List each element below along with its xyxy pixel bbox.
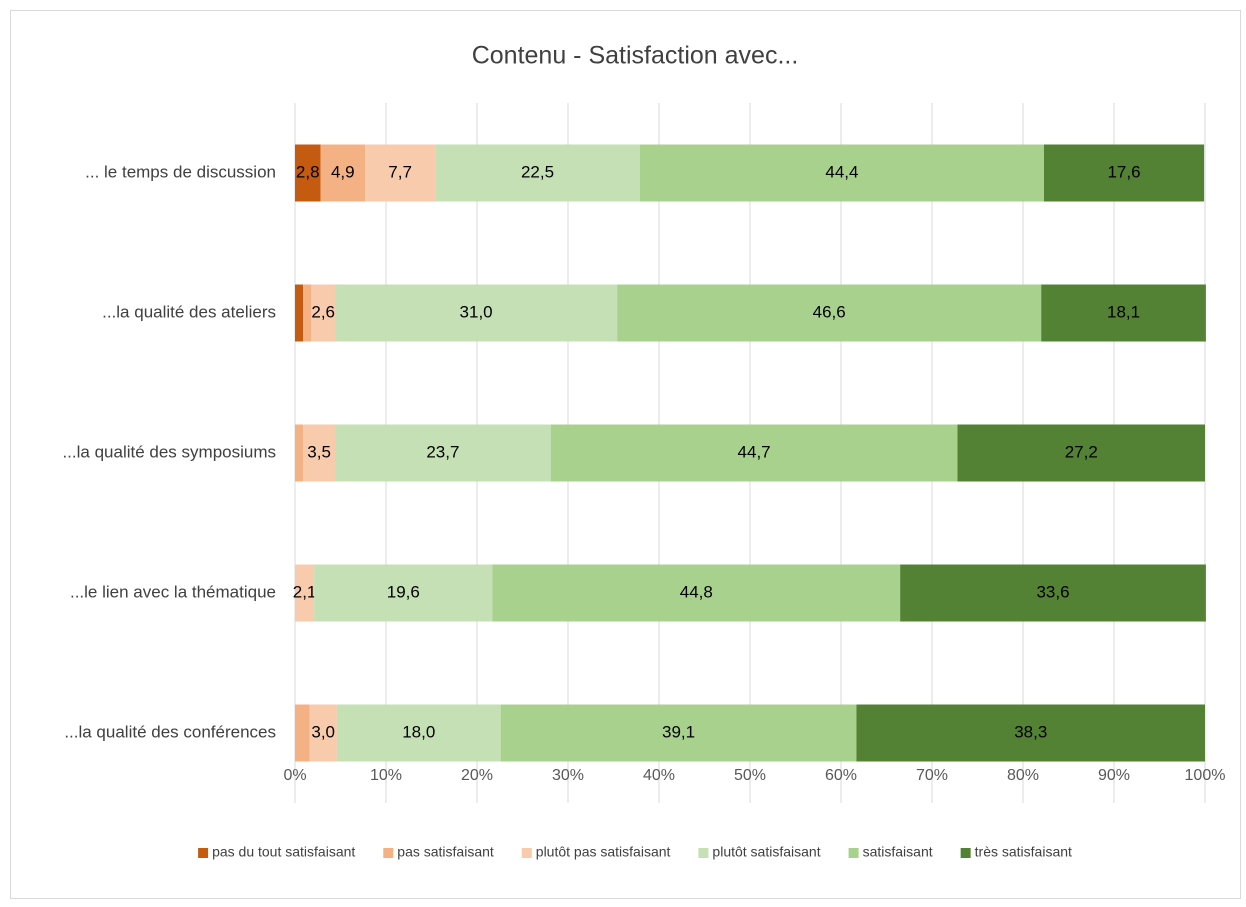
legend-swatch <box>698 848 709 858</box>
bar-segment <box>295 284 304 342</box>
data-label: 2,6 <box>311 302 335 321</box>
legend-item: satisfaisant <box>848 844 933 860</box>
data-label: 44,8 <box>680 582 713 601</box>
bar-segment <box>309 704 337 762</box>
bar-segment <box>314 564 493 622</box>
legend-item: très satisfaisant <box>960 844 1072 860</box>
bar-segment <box>617 284 1042 342</box>
data-label: 3,5 <box>307 442 331 461</box>
data-label: 38,3 <box>1014 722 1047 741</box>
x-tick-label: 30% <box>552 767 584 784</box>
legend-label: plutôt satisfaisant <box>712 844 820 860</box>
bar-segment <box>435 144 640 202</box>
data-label: 18,0 <box>402 722 435 741</box>
bar-segment <box>303 424 336 482</box>
legend-label: pas satisfaisant <box>397 844 494 860</box>
data-label: 33,6 <box>1036 582 1069 601</box>
bar-segment <box>639 144 1044 202</box>
legend-swatch <box>848 848 859 858</box>
legend-label: plutôt pas satisfaisant <box>536 844 671 860</box>
data-label: 19,6 <box>387 582 420 601</box>
data-label: 44,7 <box>738 442 771 461</box>
x-tick-label: 100% <box>1185 767 1226 784</box>
legend-swatch <box>521 848 532 858</box>
data-label: 44,4 <box>825 162 858 181</box>
data-label: 17,6 <box>1107 162 1140 181</box>
legend-item: plutôt satisfaisant <box>698 844 821 860</box>
legend-swatch <box>960 848 971 858</box>
bar-segment <box>1043 144 1205 202</box>
bar-segment <box>335 284 618 342</box>
bar-segment <box>492 564 901 622</box>
data-label: 23,7 <box>426 442 459 461</box>
data-label: 4,9 <box>331 162 355 181</box>
bar-segment <box>957 424 1205 482</box>
legend-swatch <box>198 848 209 858</box>
bar-segment <box>295 144 321 202</box>
y-tick-label: ... le temps de discussion <box>85 162 276 181</box>
bar-segment <box>550 424 958 482</box>
data-label: 3,0 <box>311 722 335 741</box>
x-tick-label: 10% <box>370 767 402 784</box>
data-label: 39,1 <box>662 722 695 741</box>
data-label: 27,2 <box>1065 442 1098 461</box>
x-tick-label: 40% <box>643 767 675 784</box>
data-label: 2,8 <box>296 162 320 181</box>
bar-segment <box>900 564 1206 622</box>
data-label: 2,1 <box>293 582 317 601</box>
y-tick-label: ...la qualité des symposiums <box>62 442 276 461</box>
legend-label: pas du tout satisfaisant <box>212 844 355 860</box>
legend-item: plutôt pas satisfaisant <box>521 844 671 860</box>
bar-segment <box>336 704 501 762</box>
data-label: 46,6 <box>813 302 846 321</box>
bar-segment <box>295 424 304 482</box>
bar-segment <box>1041 284 1206 342</box>
x-tick-label: 80% <box>1007 767 1039 784</box>
legend-label: satisfaisant <box>863 844 933 860</box>
bar-segment <box>311 284 336 342</box>
x-tick-label: 90% <box>1098 767 1130 784</box>
legend-label: très satisfaisant <box>975 844 1072 860</box>
data-label: 22,5 <box>521 162 554 181</box>
y-tick-label: ...la qualité des ateliers <box>102 302 276 321</box>
data-label: 31,0 <box>460 302 493 321</box>
y-tick-label: ...la qualité des conférences <box>64 722 276 741</box>
x-tick-label: 20% <box>461 767 493 784</box>
bar-segment <box>303 284 312 342</box>
x-tick-label: 0% <box>283 767 306 784</box>
bar-segment <box>295 704 310 762</box>
bar-segment <box>365 144 436 202</box>
x-tick-label: 70% <box>916 767 948 784</box>
data-label: 18,1 <box>1107 302 1140 321</box>
bar-segment <box>856 704 1205 762</box>
legend-item: pas du tout satisfaisant <box>198 844 355 860</box>
chart-title: Contenu - Satisfaction avec... <box>472 42 799 70</box>
bar-segment <box>295 564 315 622</box>
x-tick-label: 50% <box>734 767 766 784</box>
bar-segment <box>335 424 551 482</box>
data-label: 7,7 <box>388 162 412 181</box>
y-tick-label: ...le lien avec la thématique <box>70 582 276 601</box>
bar-segment <box>320 144 366 202</box>
legend-swatch <box>383 848 394 858</box>
x-tick-label: 60% <box>825 767 857 784</box>
legend-item: pas satisfaisant <box>383 844 494 860</box>
bar-segment <box>500 704 857 762</box>
